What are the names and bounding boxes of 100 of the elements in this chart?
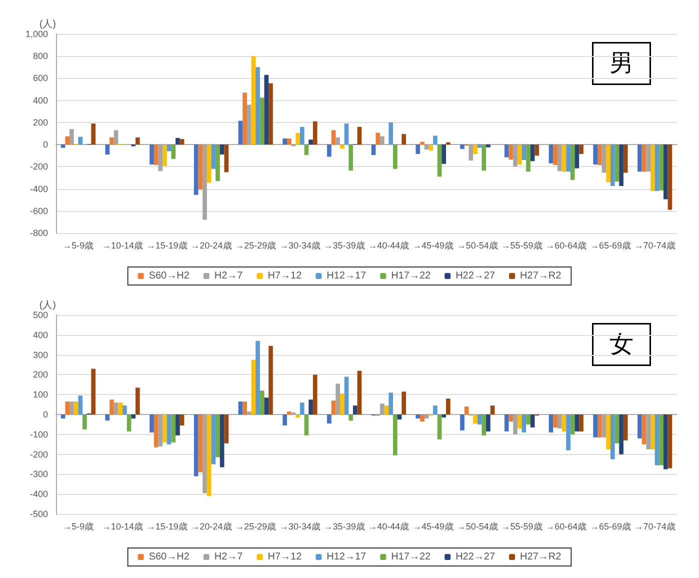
bar (562, 144, 566, 172)
bar (504, 414, 509, 432)
bar (473, 144, 478, 154)
legend-label: H7→12 (268, 270, 302, 282)
legend-label: H12→17 (326, 270, 367, 282)
y-tick-label: 800 (32, 51, 48, 62)
bar (220, 414, 224, 468)
bar (242, 92, 247, 145)
bar (162, 414, 167, 442)
bar (308, 140, 313, 145)
bar (393, 144, 398, 169)
bar (251, 56, 256, 145)
bar (344, 124, 349, 145)
legend-label: H12→17 (326, 552, 367, 562)
bar (304, 414, 309, 436)
bar (357, 126, 362, 145)
bar (574, 414, 580, 432)
y-tick-label: 500 (32, 310, 48, 320)
bar (357, 370, 362, 414)
bar (256, 67, 260, 145)
bar (122, 406, 127, 414)
bar (166, 414, 172, 444)
y-axis-title: (人) (39, 19, 56, 30)
bar (614, 144, 620, 182)
bar (300, 126, 304, 145)
bar (260, 98, 264, 145)
bar (663, 144, 668, 200)
x-tick-label: →50-54歳 (456, 240, 498, 250)
bar (650, 144, 655, 191)
bar (211, 414, 216, 464)
y-tick-label: 200 (32, 117, 48, 128)
bar (312, 121, 318, 145)
x-tick-label: →60-64歳 (546, 522, 587, 532)
bar (402, 134, 406, 145)
y-tick-label: -300 (30, 469, 48, 480)
bar (348, 414, 353, 421)
bar (526, 414, 530, 424)
x-tick-label: →25-29歳 (235, 240, 276, 250)
bar (376, 132, 380, 145)
bar (171, 144, 176, 159)
bar (526, 144, 530, 172)
bar (486, 144, 490, 148)
bar (504, 144, 509, 158)
x-tick-label: →65-69歳 (590, 522, 631, 532)
bar (566, 414, 570, 450)
bar (388, 122, 394, 145)
bar (534, 144, 540, 156)
bar (482, 414, 486, 436)
bar (136, 137, 140, 145)
bar (154, 414, 158, 448)
bar (327, 144, 332, 157)
bar (180, 414, 184, 426)
bar (654, 144, 660, 191)
bar (477, 414, 482, 424)
bar (562, 414, 566, 432)
bar (548, 414, 554, 432)
bar (91, 368, 96, 414)
bar (154, 144, 158, 166)
bar (60, 414, 66, 418)
bar (566, 144, 570, 172)
bar (486, 414, 490, 432)
bar (619, 144, 624, 186)
bar (176, 138, 180, 145)
bar (416, 414, 420, 418)
bar (402, 392, 406, 414)
x-tick-label: →15-19歳 (146, 522, 188, 532)
y-tick-label: 1,000 (25, 29, 48, 39)
bar (570, 144, 575, 180)
bar (654, 414, 660, 466)
bar (508, 414, 514, 422)
annotation: 女 (610, 331, 634, 358)
bar (352, 406, 358, 414)
bar (260, 390, 264, 414)
bar (238, 120, 243, 145)
bar (384, 406, 389, 414)
bar (446, 398, 450, 414)
y-tick-label: 600 (32, 73, 48, 84)
y-tick-label: 300 (32, 350, 48, 360)
bar (91, 124, 96, 145)
x-tick-label: →15-19歳 (146, 240, 188, 250)
bar (464, 406, 469, 414)
bar (668, 414, 672, 468)
bar (433, 136, 438, 145)
bar (437, 144, 442, 177)
bar (650, 414, 655, 450)
bar (331, 400, 336, 414)
bar (482, 144, 486, 171)
y-tick-label: 0 (42, 410, 48, 420)
legend-label: H7→12 (268, 552, 302, 562)
bar (553, 414, 558, 428)
bar (198, 414, 203, 472)
bar (264, 74, 269, 145)
bar (508, 144, 514, 160)
bar (606, 144, 610, 182)
bar (256, 340, 260, 414)
bar (206, 414, 212, 496)
x-tick-label: →30-34歳 (279, 522, 320, 532)
bar (216, 144, 220, 182)
bar (593, 144, 598, 164)
x-tick-label: →40-44歳 (368, 522, 410, 532)
